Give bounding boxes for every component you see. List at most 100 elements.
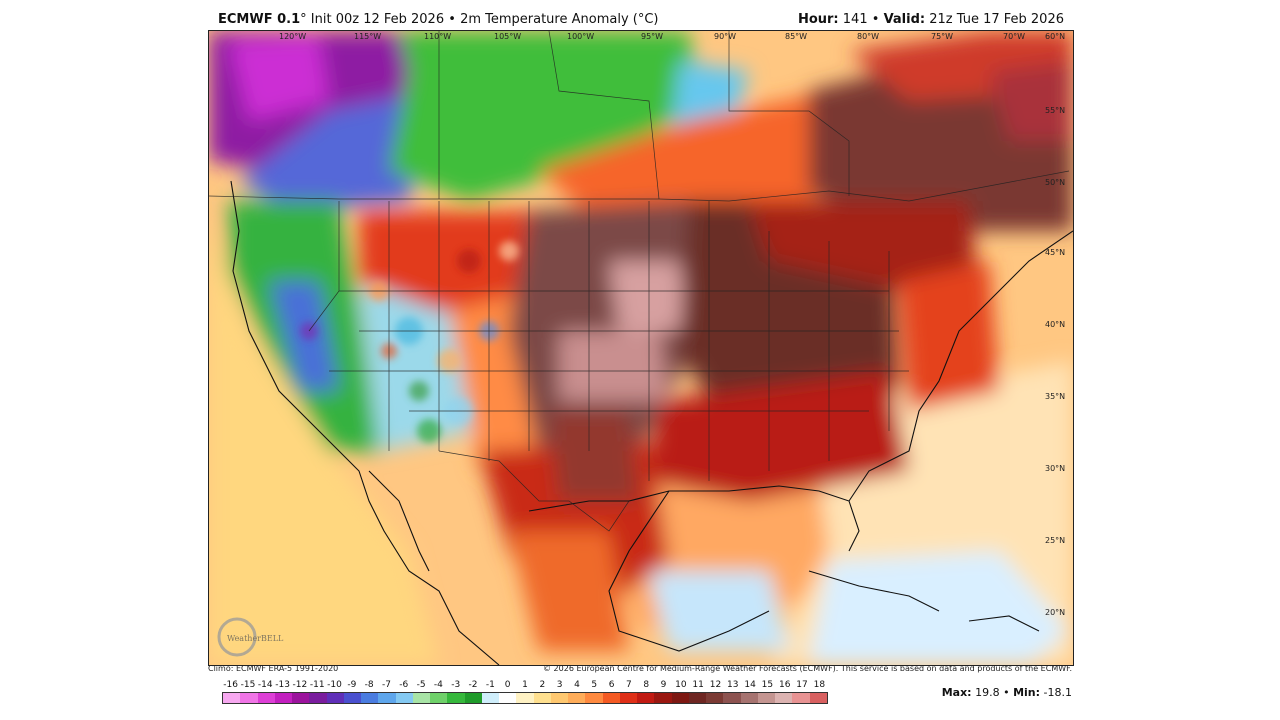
field-name: 2m Temperature Anomaly (°C) <box>460 12 659 27</box>
legend-swatch <box>568 693 586 703</box>
legend-swatch <box>274 693 292 703</box>
stats-separator: • <box>1003 686 1010 699</box>
legend-tick-label: 6 <box>608 680 615 690</box>
color-legend-bar <box>222 692 828 704</box>
legend-tick-label: -2 <box>468 680 478 690</box>
legend-tick-label: 4 <box>574 680 580 690</box>
max-label: Max: <box>941 686 972 699</box>
color-legend-labels: -16 -15 -14 -13 -12 -11 -10 -9 -8 -7 -6 -5 -4 -3 -2 -1 0… <box>222 680 828 691</box>
legend-tick-label: -12 <box>292 680 308 690</box>
legend-swatch <box>430 693 448 703</box>
legend-tick-label: -4 <box>433 680 443 690</box>
legend-swatch <box>706 693 724 703</box>
legend-swatch <box>619 693 637 703</box>
weatherbell-logo: WeatherBELL <box>217 617 284 657</box>
legend-swatch <box>740 693 758 703</box>
legend-tick-label: 15 <box>761 680 774 690</box>
political-borders <box>209 31 1070 532</box>
legend-swatch <box>395 693 413 703</box>
legend-swatch <box>637 693 655 703</box>
lon-label: 60°N <box>1045 32 1065 41</box>
lon-label: 85°W <box>785 32 807 41</box>
legend-tick-label: -6 <box>399 680 409 690</box>
legend-swatch <box>533 693 551 703</box>
copyright-note: © 2026 European Centre for Medium-Range … <box>543 664 1072 673</box>
legend-tick-label: -8 <box>364 680 374 690</box>
legend-tick-label: 5 <box>591 680 598 690</box>
lon-label: 100°W <box>567 32 594 41</box>
init-time: Init 00z 12 Feb 2026 <box>310 12 445 27</box>
terrain-noise <box>300 241 519 443</box>
legend-swatch <box>257 693 275 703</box>
lat-label: 25°N <box>1045 536 1065 545</box>
header-left: ECMWF 0.1° Init 00z 12 Feb 2026 • 2m Tem… <box>218 12 658 27</box>
legend-tick-label: 11 <box>692 680 704 690</box>
legend-tick-label: 12 <box>709 680 722 690</box>
legend-swatch <box>602 693 620 703</box>
legend-tick-label: 13 <box>727 680 739 690</box>
legend-tick-label: 2 <box>539 680 546 690</box>
legend-swatch <box>775 693 793 703</box>
legend-swatch <box>326 693 344 703</box>
legend-tick-label: 9 <box>660 680 667 690</box>
legend-tick-label: 7 <box>626 680 632 690</box>
legend-swatch <box>688 693 706 703</box>
legend-tick-label: 16 <box>778 680 791 690</box>
latitude-labels: 55°N 50°N 45°N 40°N 35°N 30°N 25°N 20°N <box>1045 106 1065 617</box>
legend-swatch <box>447 693 465 703</box>
legend-swatch <box>516 693 534 703</box>
legend-swatch <box>361 693 379 703</box>
legend-tick-label: 18 <box>813 680 826 690</box>
legend-swatch <box>654 693 672 703</box>
lat-label: 45°N <box>1045 248 1065 257</box>
legend-swatch <box>240 693 258 703</box>
model-name: ECMWF 0.1 <box>218 12 301 27</box>
legend-tick-label: -1 <box>485 680 495 690</box>
header-right: Hour: 141 • Valid: 21z Tue 17 Feb 2026 <box>798 12 1064 27</box>
lon-label: 90°W <box>714 32 736 41</box>
lon-label: 110°W <box>424 32 451 41</box>
legend-swatch <box>464 693 482 703</box>
coastlines <box>230 180 1073 665</box>
legend-tick-label: 8 <box>643 680 650 690</box>
bullet-separator: • <box>448 12 456 27</box>
longitude-labels: 120°W 115°W 110°W 105°W 100°W 95°W 90°W … <box>279 32 1065 41</box>
legend-tick-label: -14 <box>257 680 273 690</box>
legend-swatch <box>723 693 741 703</box>
lat-label: 40°N <box>1045 320 1065 329</box>
legend-swatch <box>412 693 430 703</box>
map-header: ECMWF 0.1° Init 00z 12 Feb 2026 • 2m Tem… <box>210 10 1072 30</box>
legend-tick-label: -13 <box>275 680 290 690</box>
legend-tick-label: 10 <box>675 680 687 690</box>
valid-value: 21z Tue 17 Feb 2026 <box>929 12 1064 27</box>
climo-note: Climo: ECMWF ERA-5 1991-2020 <box>208 664 339 673</box>
legend-swatch <box>809 693 827 703</box>
bullet-separator-2: • <box>871 12 880 27</box>
legend-swatch <box>481 693 499 703</box>
legend-swatch <box>343 693 361 703</box>
max-min-stats: Max: 19.8 • Min: -18.1 <box>942 686 1072 699</box>
legend-swatch <box>757 693 775 703</box>
lon-label: 80°W <box>857 32 879 41</box>
legend-swatch <box>223 693 241 703</box>
degree-symbol: ° <box>300 12 307 27</box>
hour-value: 141 <box>842 12 868 27</box>
legend-tick-label: -11 <box>309 680 325 690</box>
legend-tick-label: 17 <box>796 680 808 690</box>
legend-swatch <box>292 693 310 703</box>
lat-label: 30°N <box>1045 464 1065 473</box>
temperature-anomaly-map[interactable]: 120°W 115°W 110°W 105°W 100°W 95°W 90°W … <box>208 30 1074 666</box>
legend-tick-label: -9 <box>347 680 357 690</box>
lon-label: 70°W <box>1003 32 1025 41</box>
max-value: 19.8 <box>975 686 1000 699</box>
valid-label: Valid: <box>883 12 926 27</box>
legend-swatch <box>378 693 396 703</box>
legend-tick-label: -3 <box>451 680 461 690</box>
map-svg: 120°W 115°W 110°W 105°W 100°W 95°W 90°W … <box>209 31 1073 665</box>
logo-text: WeatherBELL <box>227 634 284 643</box>
lon-label: 105°W <box>494 32 521 41</box>
legend-tick-label: 14 <box>744 680 756 690</box>
legend-swatch <box>499 693 517 703</box>
legend-tick-label: 3 <box>556 680 563 690</box>
anomaly-field <box>209 31 1073 665</box>
